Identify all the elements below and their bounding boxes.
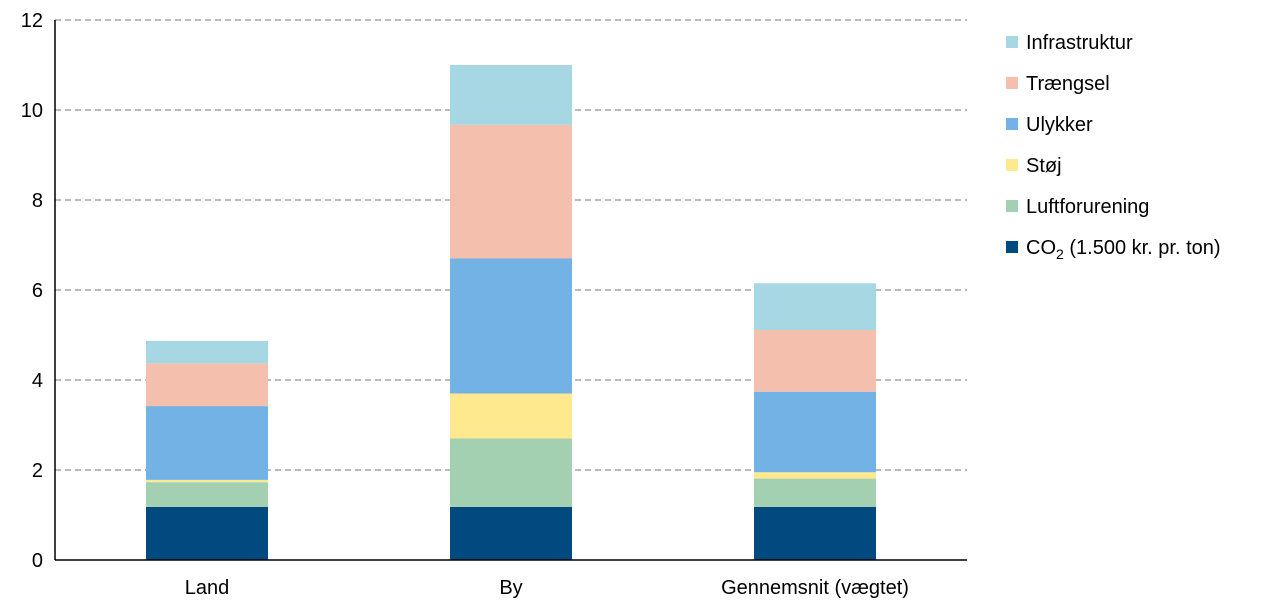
bar-segment (146, 506, 268, 560)
y-tick-label: 10 (21, 100, 43, 122)
legend-label: Trængsel (1026, 73, 1110, 95)
y-tick-labels: 0 2 4 6 8 10 12 (21, 10, 43, 572)
y-tick-label: 8 (32, 190, 43, 212)
legend: Infrastruktur Trængsel Ulykker Støj Luftforu… (1006, 32, 1221, 262)
x-category-labels: Land By Gennemsnit (vægtet) (185, 577, 909, 599)
bar-segment (450, 65, 572, 125)
bar-segment (754, 478, 876, 507)
bar-segment (754, 391, 876, 473)
legend-label: Støj (1026, 155, 1062, 177)
bar-segment (146, 340, 268, 364)
bar-segment (450, 124, 572, 259)
legend-label: Luftforurening (1026, 196, 1149, 218)
y-tick-label: 4 (32, 370, 43, 392)
bar-segment (450, 506, 572, 560)
y-tick-label: 0 (32, 550, 43, 572)
bar-segment (146, 479, 268, 483)
legend-swatch (1006, 200, 1018, 212)
y-tick-label: 2 (32, 460, 43, 482)
bar-segment (450, 438, 572, 507)
bar-segment (754, 283, 876, 331)
legend-swatch (1006, 118, 1018, 130)
bar-segment (754, 506, 876, 560)
legend-swatch (1006, 159, 1018, 171)
legend-label: CO2 (1.500 kr. pr. ton) (1026, 237, 1221, 262)
legend-swatch (1006, 241, 1018, 253)
legend-label: Ulykker (1026, 114, 1093, 136)
bar-segment (146, 482, 268, 507)
legend-swatch (1006, 36, 1018, 48)
legend-label: Infrastruktur (1026, 32, 1133, 54)
bar-segment (450, 258, 572, 394)
legend-swatch (1006, 77, 1018, 89)
bar-segment (450, 393, 572, 439)
y-tick-label: 12 (21, 10, 43, 32)
axes (54, 20, 967, 561)
bar-segment (754, 472, 876, 479)
y-tick-label: 6 (32, 280, 43, 302)
bar-segment (146, 406, 268, 480)
x-category-label: Gennemsnit (vægtet) (721, 577, 909, 599)
bar-segment (146, 363, 268, 407)
x-category-label: By (499, 577, 522, 599)
bar-segment (754, 330, 876, 392)
bars (146, 65, 876, 560)
x-category-label: Land (185, 577, 230, 599)
